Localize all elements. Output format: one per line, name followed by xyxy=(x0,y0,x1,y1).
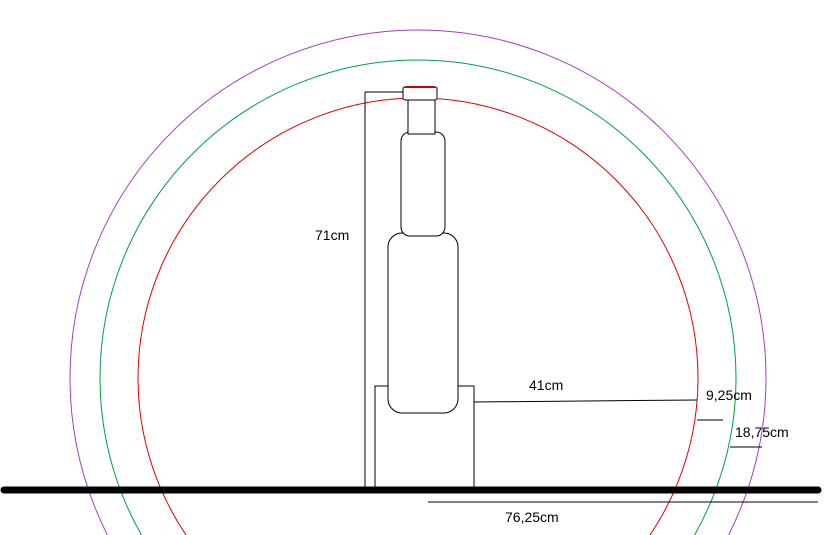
gap-red-purple-label: 18,75cm xyxy=(735,424,789,440)
gap-red-green-label: 9,25cm xyxy=(706,387,752,403)
bottle-top-neck xyxy=(407,99,436,135)
bottle-neck xyxy=(400,131,446,237)
bottle-cap xyxy=(402,86,438,101)
outer-circle xyxy=(69,29,767,535)
ground-distance-label: 76,25cm xyxy=(505,509,559,525)
inner-distance-line xyxy=(473,399,698,403)
bottle-body xyxy=(387,232,459,414)
height-label: 71cm xyxy=(315,227,349,243)
inner-distance-label: 41cm xyxy=(529,377,563,393)
middle-circle xyxy=(99,59,737,535)
